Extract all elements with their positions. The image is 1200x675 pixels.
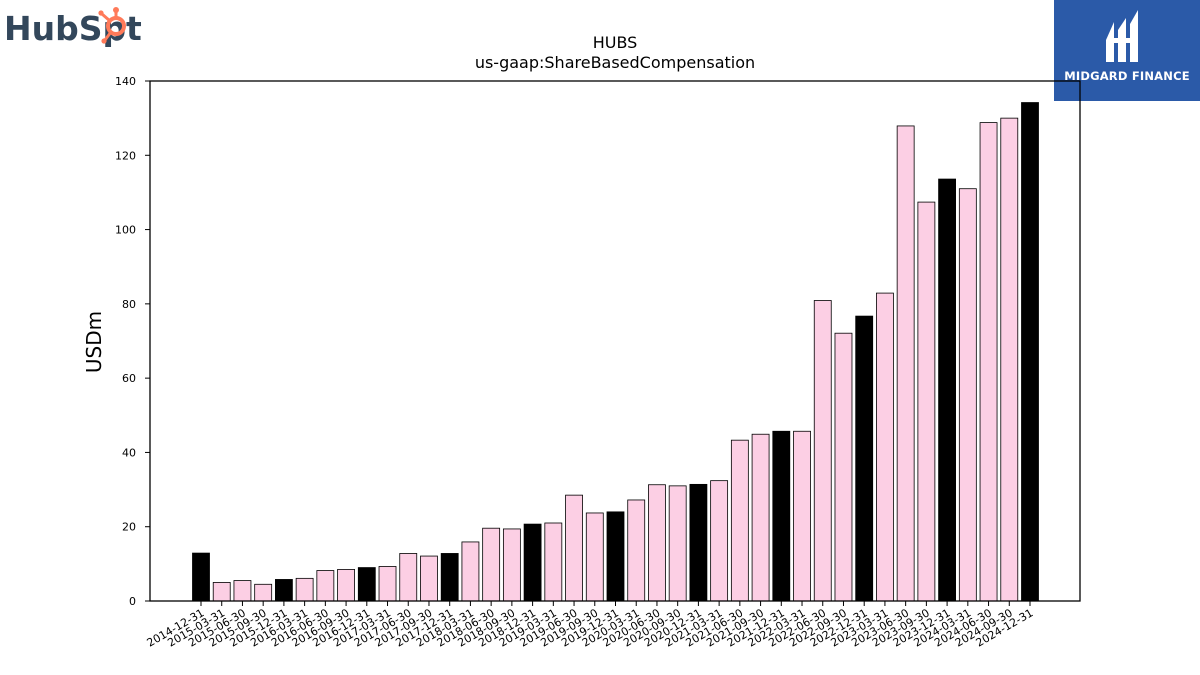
bar-2024-03-31 [958,188,977,602]
bar-2015-09-30 [254,583,273,602]
midgard-logo-mark [1106,10,1138,62]
bar-2019-06-30 [565,494,583,602]
bar-2017-12-31 [440,553,459,602]
bar-2023-12-31 [938,178,956,602]
bars-group [192,102,1039,602]
bar-2020-09-30 [668,485,687,602]
bar-2018-12-31 [523,523,542,602]
bar-2023-03-31 [876,292,894,602]
bar-2022-06-30 [813,300,832,602]
y-tick-label: 60 [122,372,136,385]
bar-2019-12-31 [606,511,625,602]
bar-2015-03-31 [212,582,231,602]
bar-2021-03-31 [710,480,729,602]
bar-2024-06-30 [979,122,998,602]
bar-2015-12-31 [274,579,293,602]
bar-2021-09-30 [751,433,770,602]
y-axis-label: USDm [82,311,106,373]
bar-2016-06-30 [316,570,335,602]
bar-2018-03-31 [461,541,480,602]
bar-2020-06-30 [648,484,666,602]
bar-2021-06-30 [730,439,749,602]
y-tick-label: 120 [115,149,136,162]
bar-2019-03-31 [544,522,563,602]
bar-2017-06-30 [399,553,418,602]
bar-2018-09-30 [502,528,521,602]
bar-2021-12-31 [772,430,791,602]
bar-2022-12-31 [855,315,874,602]
bar-2017-09-30 [420,555,438,602]
y-tick-label: 20 [122,521,136,534]
x-axis: 2014-12-312015-03-312015-06-302015-09-30… [145,601,1036,650]
bar-2016-12-31 [357,567,376,602]
bar-2016-03-31 [295,577,314,602]
bar-2016-09-30 [337,569,355,602]
y-tick-label: 0 [129,595,136,608]
chart-title: HUBS [593,33,638,52]
y-axis: 0 20 40 60 80 100 120 140 [115,75,150,608]
bar-2023-09-30 [917,201,936,602]
y-tick-label: 100 [115,224,136,237]
plot-frame [149,80,1081,602]
svg-text:t: t [126,9,142,48]
bar-2014-12-31 [192,552,210,602]
bar-2024-12-31 [1021,102,1039,602]
bar-2017-03-31 [378,566,397,602]
hubspot-logo: HubSp t [4,4,154,48]
y-tick-label: 80 [122,298,136,311]
bar-2024-09-30 [1000,117,1019,602]
bar-2018-06-30 [482,527,501,602]
midgard-logo-text: MIDGARD FINANCE [1064,69,1190,83]
bar-2020-12-31 [689,483,708,602]
bar-2015-06-30 [233,580,252,602]
midgard-finance-logo: MIDGARD FINANCE [1054,0,1200,101]
hubspot-logo-mark: HubSp t [4,7,142,48]
bar-2019-09-30 [585,512,604,602]
bar-2022-09-30 [834,332,853,602]
bar-2023-06-30 [896,125,915,602]
y-tick-label: 40 [122,446,136,459]
chart-subtitle: us-gaap:ShareBasedCompensation [475,53,755,72]
y-tick-label: 140 [115,75,136,88]
bar-2020-03-31 [627,499,646,602]
bar-2022-03-31 [793,430,811,602]
